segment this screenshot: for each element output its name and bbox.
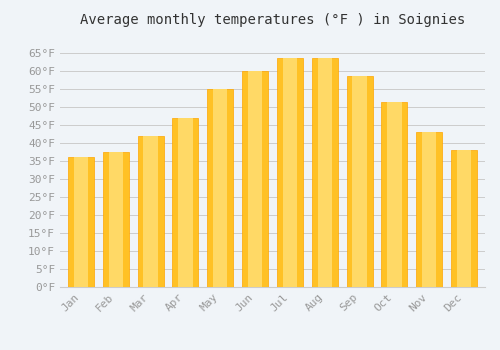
Bar xyxy=(213,89,228,287)
Bar xyxy=(422,132,436,287)
Bar xyxy=(312,58,338,287)
Bar xyxy=(382,102,407,287)
Bar xyxy=(74,158,88,287)
Bar xyxy=(318,58,332,287)
Bar xyxy=(387,102,402,287)
Bar xyxy=(282,58,297,287)
Bar xyxy=(352,76,367,287)
Bar xyxy=(451,150,477,287)
Bar xyxy=(68,158,94,287)
Bar xyxy=(277,58,303,287)
Bar xyxy=(138,136,164,287)
Bar xyxy=(457,150,471,287)
Bar xyxy=(178,118,192,287)
Bar xyxy=(207,89,234,287)
Title: Average monthly temperatures (°F ) in Soignies: Average monthly temperatures (°F ) in So… xyxy=(80,13,465,27)
Bar xyxy=(416,132,442,287)
Bar xyxy=(346,76,372,287)
Bar xyxy=(248,71,262,287)
Bar xyxy=(144,136,158,287)
Bar xyxy=(242,71,268,287)
Bar xyxy=(172,118,199,287)
Bar xyxy=(102,152,129,287)
Bar xyxy=(108,152,123,287)
